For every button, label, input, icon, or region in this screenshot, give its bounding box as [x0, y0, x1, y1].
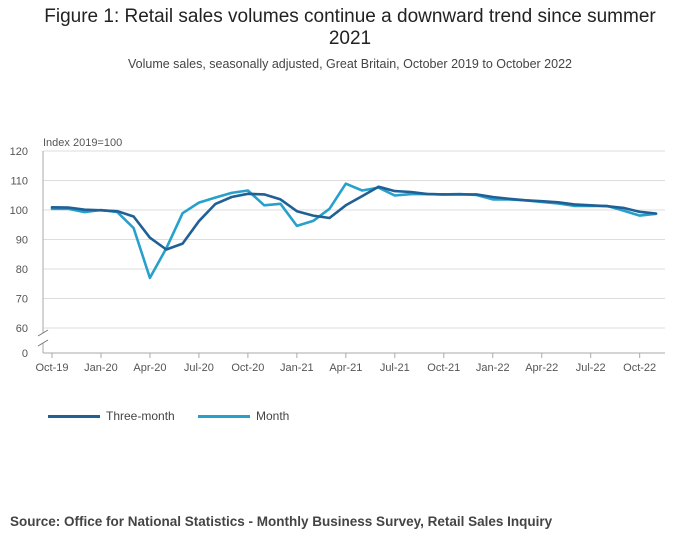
- x-tick-label: Jul-21: [380, 362, 410, 374]
- legend-label-month: Month: [256, 409, 290, 423]
- legend-item-month[interactable]: Month: [198, 409, 289, 423]
- axis-break-mark: [37, 339, 49, 347]
- x-tick-label: Jan-20: [84, 362, 118, 374]
- axis-break-mark: [37, 329, 49, 337]
- x-tick-label: Jan-21: [280, 362, 314, 374]
- series-lines: [50, 182, 658, 280]
- series-line-month: [50, 182, 658, 280]
- x-tick-label: Apr-21: [329, 362, 362, 374]
- legend-swatch-month: [198, 414, 250, 418]
- gridlines: [43, 150, 665, 329]
- y-tick-label: 80: [16, 264, 28, 276]
- y-tick-label: 0: [22, 348, 28, 360]
- x-tick-label: Apr-20: [133, 362, 166, 374]
- series-line-three-month: [50, 185, 658, 251]
- x-tick-label: Apr-22: [525, 362, 558, 374]
- y-tick-label: 90: [16, 235, 28, 247]
- legend-swatch-three-month: [48, 414, 100, 418]
- y-tick-label: 120: [10, 146, 28, 158]
- source-note: Source: Office for National Statistics -…: [10, 514, 553, 529]
- x-tick-label: Jul-22: [576, 362, 606, 374]
- y-tick-label: 100: [10, 205, 28, 217]
- y-tick-label: 70: [16, 294, 28, 306]
- y-axis: 120 110 100 90 80 70 60 0: [10, 146, 49, 360]
- x-tick-label: Oct-20: [231, 362, 264, 374]
- legend-label-three-month: Three-month: [106, 409, 175, 423]
- x-tick-label: Oct-21: [427, 362, 460, 374]
- legend-item-three-month[interactable]: Three-month: [48, 409, 175, 423]
- x-tick-label: Jul-20: [184, 362, 214, 374]
- x-tick-label: Jan-22: [476, 362, 510, 374]
- y-tick-label: 60: [16, 323, 28, 335]
- chart-subtitle: Volume sales, seasonally adjusted, Great…: [127, 57, 572, 71]
- y-axis-label: Index 2019=100: [43, 137, 122, 149]
- x-axis: Oct-19 Jan-20 Apr-20 Jul-20 Oct-20 Jan-21 Apr-…: [35, 352, 665, 374]
- x-tick-label: Oct-22: [623, 362, 656, 374]
- y-tick-label: 110: [10, 176, 28, 188]
- x-tick-label: Oct-19: [35, 362, 68, 374]
- chart-title: Figure 1: Retail sales volumes continue …: [44, 6, 656, 49]
